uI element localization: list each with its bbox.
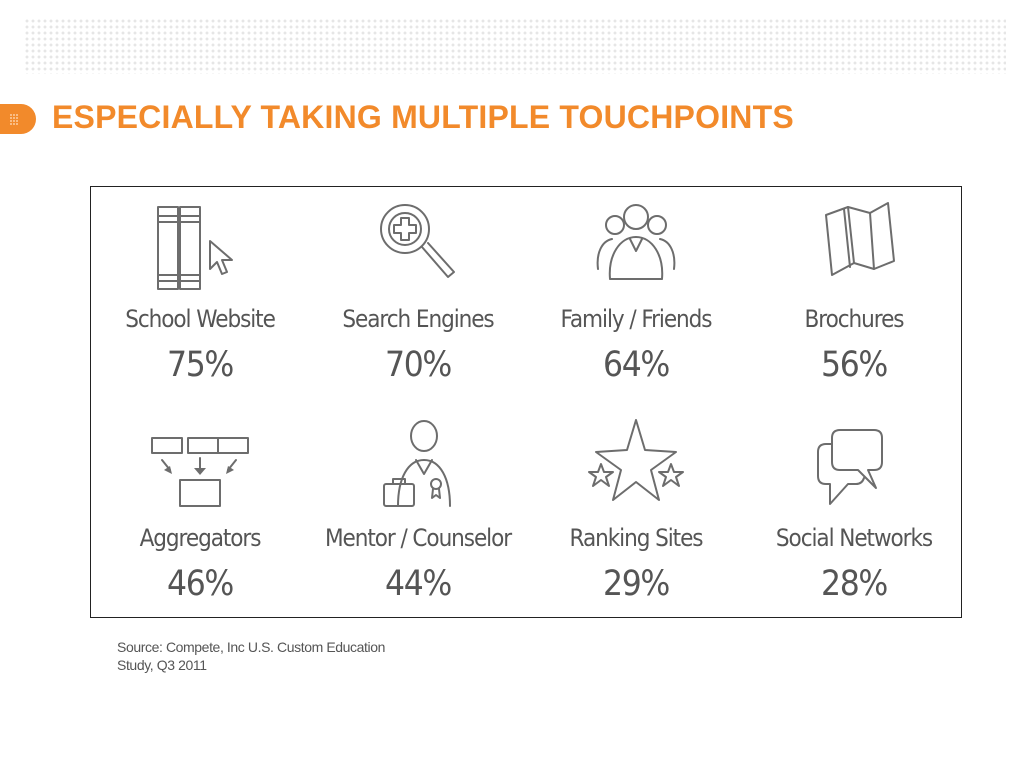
touchpoint-label: School Website: [125, 305, 276, 333]
touchpoint-label: Aggregators: [139, 524, 262, 552]
stars-icon: [588, 419, 684, 501]
marker-dots-icon: [10, 114, 18, 125]
touchpoint-search-engines: Search Engines 70%: [309, 187, 527, 403]
people-group-icon: [596, 204, 676, 280]
touchpoint-label: Search Engines: [342, 305, 494, 333]
mentor-briefcase-icon: [383, 420, 451, 507]
books-cursor-icon: [157, 206, 233, 290]
touchpoint-percentage: 29%: [603, 564, 670, 604]
touchpoint-percentage: 75%: [167, 345, 234, 385]
touchpoint-school-website: School Website 75%: [91, 187, 309, 403]
touchpoint-label: Mentor / Counselor: [324, 524, 512, 552]
boxes-merge-icon: [151, 437, 249, 507]
touchpoint-label: Brochures: [804, 305, 905, 333]
touchpoint-aggregators: Aggregators 46%: [91, 406, 309, 622]
dotted-header-pattern: [24, 18, 1006, 74]
touchpoint-percentage: 56%: [821, 345, 888, 385]
touchpoint-percentage: 46%: [167, 564, 234, 604]
touchpoint-percentage: 44%: [385, 564, 452, 604]
touchpoint-percentage: 70%: [385, 345, 452, 385]
folded-brochure-icon: [825, 202, 895, 276]
magnifier-plus-icon: [380, 204, 455, 278]
touchpoint-label: Social Networks: [775, 524, 933, 552]
touchpoint-label: Ranking Sites: [569, 524, 704, 552]
slide-title: ESPECIALLY TAKING MULTIPLE TOUCHPOINTS: [52, 99, 794, 135]
touchpoint-family-friends: Family / Friends 64%: [527, 187, 745, 403]
touchpoints-panel: School Website 75% Search Engines 70% Fa…: [90, 186, 962, 618]
touchpoint-percentage: 64%: [603, 345, 670, 385]
source-citation: Source: Compete, Inc U.S. Custom Educati…: [117, 639, 385, 673]
slide-marker: [0, 104, 36, 134]
touchpoint-mentor-counselor: Mentor / Counselor 44%: [309, 406, 527, 622]
speech-bubbles-icon: [817, 429, 883, 505]
touchpoint-social-networks: Social Networks 28%: [745, 406, 963, 622]
touchpoint-ranking-sites: Ranking Sites 29%: [527, 406, 745, 622]
touchpoint-label: Family / Friends: [560, 305, 713, 333]
touchpoint-percentage: 28%: [821, 564, 888, 604]
touchpoint-brochures: Brochures 56%: [745, 187, 963, 403]
